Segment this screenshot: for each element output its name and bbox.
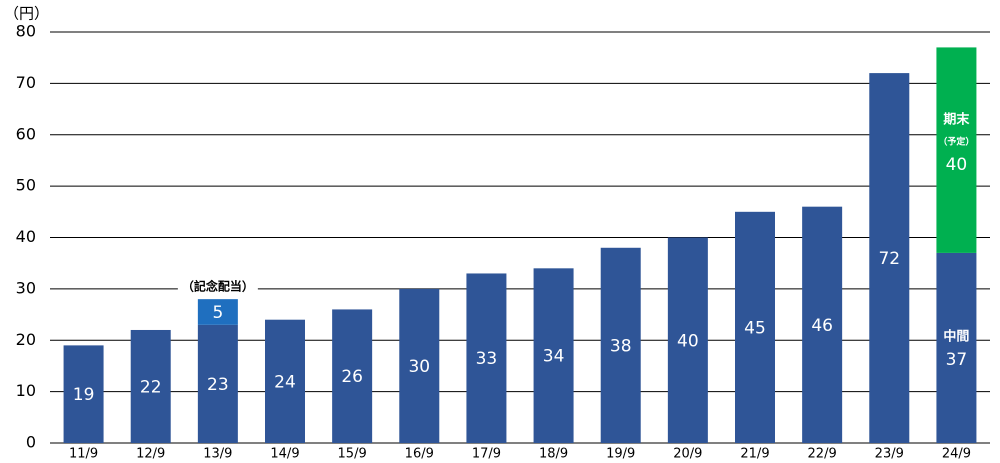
segment-name: 期末 [943, 112, 970, 128]
y-tick-label: 80 [16, 22, 36, 41]
bar-segment [533, 268, 574, 443]
x-tick-label: 22/9 [808, 447, 837, 462]
value-label: 33 [476, 349, 498, 369]
bar-segment [735, 211, 775, 443]
bar-segment [197, 324, 238, 443]
y-tick-label: 40 [16, 227, 36, 246]
segment-name: （記念配当） [182, 279, 254, 294]
bar-segment [600, 247, 641, 443]
bar-segment [399, 288, 440, 443]
y-tick-label: 30 [16, 278, 36, 297]
bar-segment [332, 309, 373, 443]
bar-segment [197, 299, 238, 325]
bar-segment [936, 252, 977, 443]
y-tick-label: 0 [26, 433, 36, 452]
x-tick-label: 24/9 [942, 447, 971, 462]
bar-segment [63, 345, 104, 443]
y-tick-label: 70 [16, 73, 36, 92]
bar-segment [936, 47, 977, 253]
value-label: 22 [140, 377, 162, 397]
bar-segment [130, 329, 171, 443]
x-tick-label: 23/9 [875, 447, 904, 462]
bar-segment [869, 73, 910, 443]
value-label: 72 [878, 249, 900, 269]
x-tick-label: 16/9 [405, 447, 434, 462]
value-label: 30 [408, 357, 430, 377]
value-label: 40 [946, 155, 968, 175]
x-tick-label: 19/9 [606, 447, 635, 462]
bar-segment [667, 237, 708, 443]
value-label: 45 [744, 318, 766, 338]
x-tick-label: 17/9 [472, 447, 501, 462]
segment-name: 中間 [943, 328, 969, 344]
label-background [177, 279, 258, 294]
value-label: 26 [341, 367, 363, 387]
value-label: 37 [946, 350, 968, 370]
x-tick-label: 21/9 [740, 447, 769, 462]
value-label: 34 [543, 347, 565, 367]
x-tick-label: 13/9 [203, 447, 232, 462]
bar-segment [466, 273, 507, 443]
y-tick-label: 50 [16, 176, 36, 195]
x-tick-label: 12/9 [136, 447, 165, 462]
bar-segment [265, 319, 305, 443]
segment-note: （予定） [938, 136, 974, 148]
value-label: 46 [811, 316, 833, 336]
x-tick-label: 15/9 [338, 447, 367, 462]
y-tick-label: 10 [16, 381, 36, 400]
value-label: 5 [212, 303, 223, 323]
y-tick-label: 20 [16, 330, 36, 349]
value-label: 38 [610, 336, 632, 356]
x-tick-label: 18/9 [539, 447, 568, 462]
y-axis-label: （円） [4, 5, 49, 23]
value-label: 40 [677, 331, 699, 351]
y-tick-label: 60 [16, 124, 36, 143]
value-label: 19 [73, 385, 95, 405]
bar-segment [802, 206, 843, 443]
x-tick-label: 14/9 [270, 447, 299, 462]
value-label: 23 [207, 375, 229, 395]
x-tick-label: 11/9 [69, 447, 98, 462]
x-tick-label: 20/9 [673, 447, 702, 462]
value-label: 24 [274, 372, 296, 392]
